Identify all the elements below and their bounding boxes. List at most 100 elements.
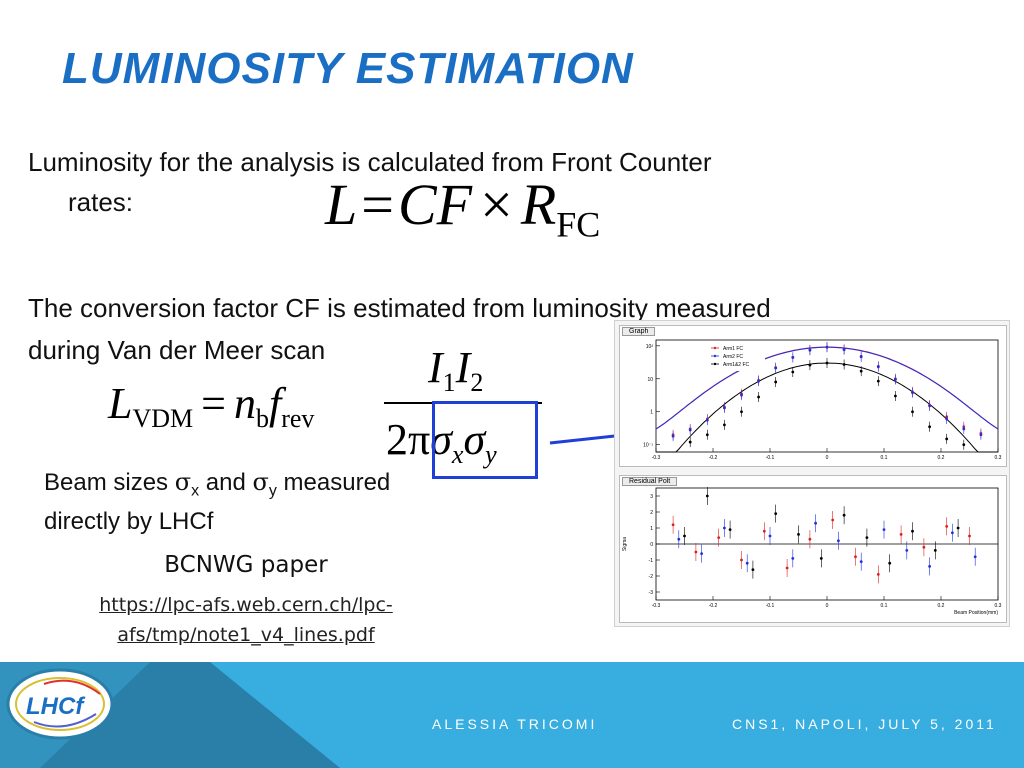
beam-sizes-suffix: measured <box>276 469 391 496</box>
x-tick-label: -0.1 <box>766 603 775 609</box>
reference-link-line-1[interactable]: https://lpc-afs.web.cern.ch/lpc- <box>99 594 393 616</box>
data-point <box>723 423 726 427</box>
data-point <box>757 395 760 399</box>
data-point <box>723 406 726 410</box>
data-point <box>865 536 869 539</box>
y-tick-label: 1 <box>650 526 653 532</box>
data-point <box>671 434 675 438</box>
data-point <box>859 355 863 359</box>
data-point <box>911 410 914 414</box>
x-tick-label: -0.3 <box>652 455 661 461</box>
legend-label: Arm1&2 FC <box>723 362 750 368</box>
data-point <box>899 533 903 536</box>
formula-vdm-n: n <box>233 379 256 428</box>
data-point <box>683 534 686 538</box>
beam-sizes-line-1: Beam sizes σx and σy measured <box>44 468 390 501</box>
paragraph-2-line-1: The conversion factor CF is estimated fr… <box>28 293 771 323</box>
data-point <box>854 555 857 559</box>
y-tick-label: -3 <box>649 590 654 596</box>
data-point <box>842 363 846 366</box>
graph-plot: -0.3 -0.2 -0.1 0 0.1 0.2 0.3 10⁻¹ 1 10 10² Arm1 FC A… <box>643 339 1002 461</box>
legend-marker <box>713 346 717 350</box>
data-point <box>774 512 778 515</box>
data-point <box>723 526 726 530</box>
data-point <box>945 417 949 421</box>
data-point <box>945 437 949 441</box>
legend-label: Arm2 FC <box>723 354 743 360</box>
formula-vdm-numerator: I1I2 <box>428 340 483 411</box>
data-point <box>911 529 914 533</box>
x-tick-label: 0.2 <box>938 603 945 609</box>
formula-vdm-sigma-x-sub: x <box>451 440 464 470</box>
beam-sizes-line-2: directly by LHCf <box>44 508 214 535</box>
data-point <box>876 573 880 576</box>
data-point <box>894 394 897 398</box>
x-tick-label: 0.2 <box>938 455 945 461</box>
footer-decoration <box>0 662 340 768</box>
data-point <box>962 427 966 431</box>
x-tick-label: 0.3 <box>995 603 1002 609</box>
page-title: LUMINOSITY ESTIMATION <box>62 44 634 93</box>
data-point <box>705 433 709 437</box>
data-point <box>814 521 817 525</box>
data-point <box>791 356 795 359</box>
data-point <box>677 537 681 541</box>
x-tick-label: 0 <box>826 603 829 609</box>
data-point <box>956 526 960 530</box>
data-point <box>911 391 914 395</box>
y-tick-label: 10⁻¹ <box>643 443 653 449</box>
data-point <box>905 549 909 552</box>
sigma-highlight-box <box>432 401 538 479</box>
x-tick-label: 0.1 <box>881 455 888 461</box>
footer-author: ALESSIA TRICOMI <box>432 716 598 732</box>
data-point <box>705 494 709 498</box>
formula-vdm-denominator: 2πσxσy <box>386 412 497 483</box>
formula-cf-l: L <box>325 172 358 237</box>
highlight-connector-line <box>549 433 625 445</box>
data-point <box>745 561 749 565</box>
data-point <box>774 366 778 370</box>
data-point <box>740 558 743 562</box>
data-point <box>700 552 703 555</box>
data-point <box>705 418 709 422</box>
data-point <box>728 528 732 531</box>
data-point <box>774 380 778 384</box>
graph-pad: Graph -0.3 -0.2 -0.1 0 0.1 0.2 0.3 10⁻¹ 1 10 10² Ar… <box>619 325 1007 467</box>
y-axis-label: Sigma <box>622 537 628 551</box>
reference-link-line-2[interactable]: afs/tmp/note1_v4_lines.pdf <box>117 624 375 646</box>
formula-vdm-i2-sub: 2 <box>470 368 484 398</box>
y-tick-label: -1 <box>649 558 654 564</box>
reference-title: BCNWG paper <box>164 552 328 578</box>
y-tick-label: 1 <box>650 410 653 416</box>
graph-pad-label: Graph <box>622 327 656 336</box>
data-point <box>819 557 823 560</box>
data-point <box>825 361 829 365</box>
data-point <box>882 528 886 531</box>
residual-pad-label: Residual Polt <box>622 477 678 486</box>
data-point <box>717 536 721 539</box>
x-tick-label: -0.1 <box>766 455 775 461</box>
footer-band <box>0 662 1024 768</box>
formula-vdm-f: f <box>268 379 282 428</box>
formula-vdm-sigma-x: σ <box>430 415 452 464</box>
x-tick-label: 0 <box>826 455 829 461</box>
formula-vdm-i1: I <box>428 343 443 392</box>
data-point <box>842 513 846 517</box>
data-point <box>928 404 931 408</box>
data-point <box>688 428 692 432</box>
data-point <box>945 525 949 528</box>
x-tick-label: -0.3 <box>652 603 661 609</box>
formula-vdm-i1-sub: 1 <box>442 368 456 398</box>
lhcf-logo-text: LHCf <box>26 693 85 720</box>
data-point <box>922 545 926 549</box>
data-point <box>694 550 698 554</box>
data-point <box>785 566 789 570</box>
y-tick-label: 2 <box>650 510 653 516</box>
formula-vdm-i2: I <box>455 343 471 392</box>
paragraph-1-line-2: rates: <box>68 187 134 217</box>
data-point <box>951 531 954 535</box>
formula-vdm-2pi: 2π <box>386 415 431 464</box>
formula-vdm-sigma-y-sub: y <box>485 440 497 470</box>
data-point <box>757 379 760 383</box>
data-point <box>808 537 812 541</box>
